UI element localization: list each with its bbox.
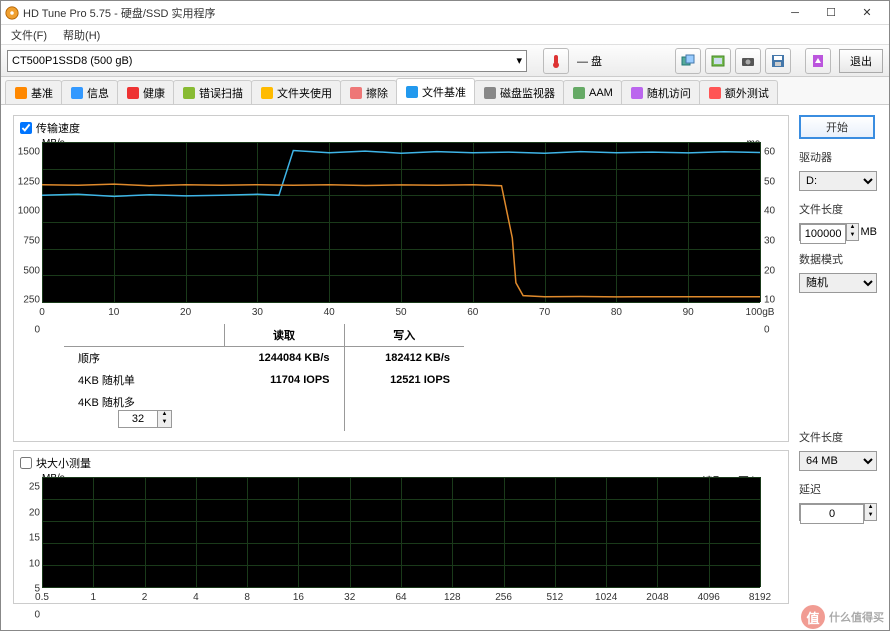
chevron-down-icon: ▾ — [516, 54, 522, 67]
toolbar: CT500P1SSD8 (500 gB) ▾ — 盘 退出 — [1, 45, 889, 77]
results-table: 读取写入顺序 1244084 KB/s182412 KB/s4KB 随机单 11… — [14, 318, 788, 441]
titlebar: HD Tune Pro 5.75 - 硬盘/SSD 实用程序 ─ ☐ ✕ — [1, 1, 889, 25]
tab-4[interactable]: 文件夹使用 — [251, 80, 341, 104]
blocksize-panel: 块大小测量 MB/s 读取 写入 05101520250.51248163264… — [13, 450, 789, 604]
menu-help[interactable]: 帮助(H) — [55, 25, 108, 45]
menubar: 文件(F) 帮助(H) — [1, 25, 889, 45]
start-button[interactable]: 开始 — [799, 115, 875, 139]
blocksize-checkbox[interactable] — [20, 457, 32, 469]
watermark: 值 什么值得买 — [801, 605, 884, 629]
tab-3[interactable]: 错误扫描 — [173, 80, 252, 104]
tab-5[interactable]: 擦除 — [340, 80, 397, 104]
exit-button[interactable]: 退出 — [839, 49, 883, 73]
transfer-panel: 传输速度 MB/s ms 002501050020750301000401250… — [13, 115, 789, 442]
copy-button[interactable] — [675, 48, 701, 74]
app-icon — [5, 6, 19, 20]
tab-2[interactable]: 健康 — [117, 80, 174, 104]
drive-select[interactable]: D: — [799, 171, 877, 191]
save-button[interactable] — [765, 48, 791, 74]
maximize-button[interactable]: ☐ — [813, 2, 849, 24]
camera-button[interactable] — [735, 48, 761, 74]
menu-file[interactable]: 文件(F) — [3, 25, 55, 45]
filelen2-select[interactable]: 64 MB — [799, 451, 877, 471]
delay-input[interactable]: ▲▼ — [799, 503, 877, 521]
tab-1[interactable]: 信息 — [61, 80, 118, 104]
window-title: HD Tune Pro 5.75 - 硬盘/SSD 实用程序 — [23, 5, 777, 21]
tab-7[interactable]: 磁盘监视器 — [474, 80, 564, 104]
close-button[interactable]: ✕ — [849, 2, 885, 24]
transfer-checkbox[interactable] — [20, 122, 32, 134]
tab-6[interactable]: 文件基准 — [396, 78, 475, 104]
minimize-button[interactable]: ─ — [777, 2, 813, 24]
temp-label: — 盘 — [577, 53, 602, 69]
filelen2-label: 文件长度 — [799, 429, 877, 445]
tab-0[interactable]: 基准 — [5, 80, 62, 104]
screenshot-button[interactable] — [705, 48, 731, 74]
side-panel: 开始 驱动器 D: 文件长度 ▲▼ MB 数据模式 随机 文件长度 64 MB … — [799, 115, 877, 612]
drive-label: 驱动器 — [799, 149, 877, 165]
options-button[interactable] — [805, 48, 831, 74]
blocksize-label: 块大小测量 — [36, 455, 91, 471]
tab-8[interactable]: AAM — [563, 80, 622, 104]
watermark-icon: 值 — [801, 605, 825, 629]
filelen-input[interactable]: ▲▼ — [799, 223, 859, 241]
drive-selector-text: CT500P1SSD8 (500 gB) — [12, 55, 132, 67]
mode-label: 数据模式 — [799, 251, 877, 267]
drive-selector[interactable]: CT500P1SSD8 (500 gB) ▾ — [7, 50, 527, 72]
delay-label: 延迟 — [799, 481, 877, 497]
tab-9[interactable]: 随机访问 — [621, 80, 700, 104]
tabbar: 基准信息健康错误扫描文件夹使用擦除文件基准磁盘监视器AAM随机访问额外测试 — [1, 77, 889, 105]
filelen-label: 文件长度 — [799, 201, 877, 217]
transfer-label: 传输速度 — [36, 120, 80, 136]
temperature-button[interactable] — [543, 48, 569, 74]
mode-select[interactable]: 随机 — [799, 273, 877, 293]
tab-10[interactable]: 额外测试 — [699, 80, 778, 104]
